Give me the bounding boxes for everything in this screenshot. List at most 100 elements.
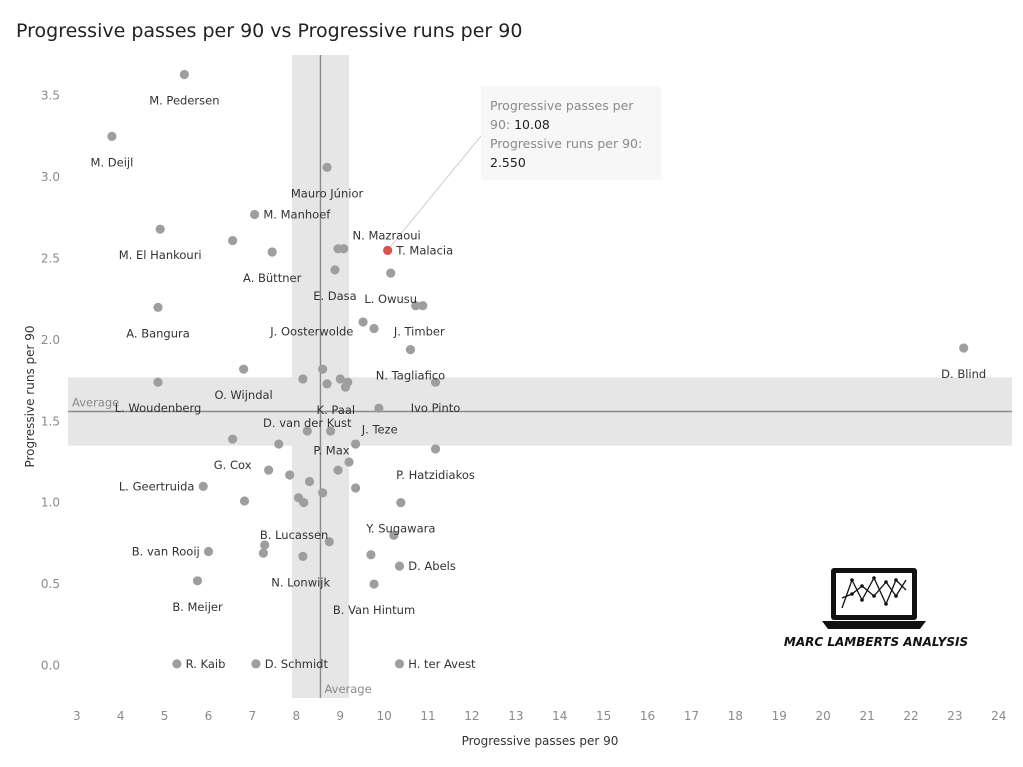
data-point: [155, 224, 165, 234]
x-tick-label: 11: [420, 709, 435, 723]
tooltip-player-label: N. Mazraoui: [353, 228, 421, 242]
data-point: [298, 374, 308, 384]
y-tick-label: 3.5: [41, 89, 60, 103]
point-label: Ivo Pinto: [411, 401, 461, 415]
point-label: P. Hatzidiakos: [396, 468, 475, 482]
point-label: N. Lonwijk: [271, 575, 330, 589]
point-label: D. Schmidt: [265, 657, 329, 671]
point-label: Y. Sugawara: [365, 522, 435, 536]
x-tick-label: 19: [772, 709, 787, 723]
data-point: [322, 162, 332, 172]
data-point: [959, 343, 969, 353]
x-tick-label: 9: [336, 709, 344, 723]
data-point: [179, 69, 189, 80]
data-point: [324, 537, 334, 547]
point-label: D. Abels: [408, 559, 456, 573]
y-tick-label: 3.0: [41, 170, 60, 184]
data-point: [239, 496, 250, 506]
point-label: M. El Hankouri: [119, 248, 202, 262]
data-point: [153, 377, 163, 387]
point-label: A. Bangura: [126, 326, 190, 340]
chart-title: Progressive passes per 90 vs Progressive…: [16, 20, 523, 42]
tooltip-line-2-prefix: 90:: [490, 117, 514, 132]
x-tick-label: 15: [596, 709, 611, 723]
data-point: [318, 364, 328, 374]
point-label: K. Paal: [317, 403, 356, 417]
point-label: B. Van Hintum: [333, 603, 415, 617]
x-axis-ticks: 3 4 5 6 7 8 9 10 11 12 13 14 15 16 17 18 19 20 21 22 23 24: [73, 709, 1007, 723]
point-label: M. Manhoef: [263, 208, 331, 222]
y-axis-ticks: 0.0 0.5 1.0 1.5 2.0 2.5 3.0 3.5: [41, 89, 60, 673]
point-label: D. van der Kust: [263, 416, 352, 430]
data-point: [203, 546, 214, 557]
point-label: T. Malacia: [395, 243, 453, 257]
point-label: B. van Rooij: [132, 544, 200, 558]
y-axis-title: Progressive runs per 90: [23, 325, 37, 467]
point-label: M. Deijl: [91, 155, 134, 169]
x-tick-label: 22: [903, 709, 918, 723]
data-point: [405, 345, 416, 355]
data-point: [274, 439, 284, 449]
x-tick-label: 4: [117, 709, 125, 723]
x-tick-label: 17: [684, 709, 699, 723]
data-point: [333, 465, 343, 475]
data-point: [374, 403, 384, 413]
data-point: [260, 540, 270, 550]
point-label: L. Woudenberg: [115, 401, 202, 415]
x-tick-label: 14: [552, 709, 567, 723]
x-tick-label: 3: [73, 709, 81, 723]
data-point: [172, 659, 182, 669]
data-point: [418, 301, 428, 311]
point-label: B. Lucassen: [260, 528, 328, 542]
y-tick-label: 0.0: [41, 658, 60, 672]
x-tick-label: 13: [508, 709, 523, 723]
x-tick-label: 8: [292, 709, 300, 723]
x-axis-title: Progressive passes per 90: [462, 734, 619, 748]
y-tick-label: 0.5: [41, 577, 60, 591]
tooltip-box: [481, 86, 661, 180]
data-point: [251, 659, 261, 669]
data-point: [258, 548, 268, 558]
x-tick-label: 24: [991, 709, 1006, 723]
point-label: J. Timber: [393, 325, 445, 339]
point-label: B. Meijer: [172, 600, 223, 614]
x-tick-label: 12: [464, 709, 479, 723]
data-point: [153, 302, 163, 312]
point-labels: M. Pedersen M. Deijl Mauro Júnior M. Manhoe…: [91, 94, 987, 671]
point-label: J. Teze: [361, 422, 398, 436]
data-point: [322, 379, 332, 389]
tooltip-runs-value: 2.550: [490, 155, 526, 170]
y-tick-label: 2.0: [41, 333, 60, 347]
highlighted-data-point: [383, 245, 393, 255]
x-tick-label: 7: [249, 709, 257, 723]
data-point: [339, 244, 349, 254]
data-point: [330, 265, 340, 275]
x-tick-label: 21: [859, 709, 874, 723]
data-point: [350, 439, 361, 449]
data-point: [228, 434, 238, 444]
tooltip-passes-value: 10.08: [514, 117, 550, 132]
x-tick-label: 10: [376, 709, 391, 723]
x-tick-label: 16: [640, 709, 655, 723]
data-point: [302, 426, 312, 436]
logo-text: MARC LAMBERTS ANALYSIS: [784, 635, 968, 649]
data-point: [394, 561, 405, 571]
point-label: M. Pedersen: [149, 94, 219, 108]
average-label-vertical: Average: [324, 682, 371, 696]
data-point: [304, 476, 315, 487]
data-point: [358, 317, 368, 327]
data-point: [366, 550, 376, 560]
data-point: [350, 483, 361, 493]
point-label: J. Oosterwolde: [269, 325, 353, 339]
point-label: P. Max: [313, 444, 349, 458]
data-point: [430, 444, 441, 454]
data-point: [389, 530, 399, 540]
x-tick-label: 5: [161, 709, 169, 723]
point-label: E. Dasa: [313, 289, 357, 303]
tooltip-leader-line: [390, 135, 482, 247]
point-label: N. Tagliafico: [376, 369, 445, 383]
y-tick-label: 1.5: [41, 414, 60, 428]
point-label: O. Wijndal: [215, 388, 273, 402]
data-point: [250, 209, 260, 220]
x-tick-label: 6: [205, 709, 213, 723]
